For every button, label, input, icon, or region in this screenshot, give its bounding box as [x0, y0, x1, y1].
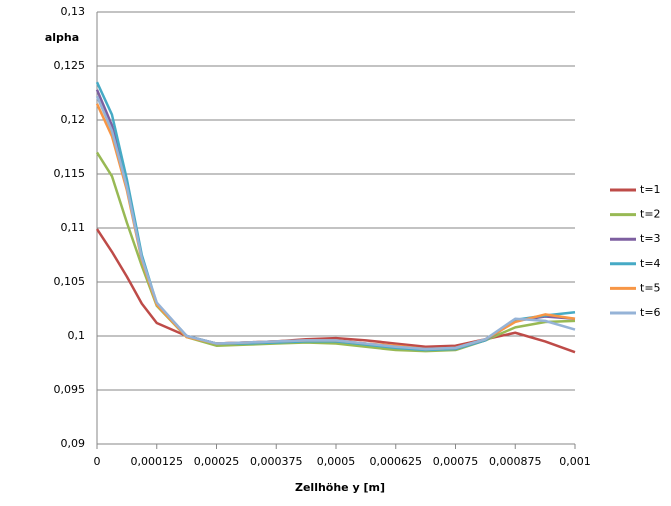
legend-label: t=6 [640, 306, 661, 319]
y-tick-label: 0,115 [54, 167, 86, 180]
legend-label: t=1 [640, 183, 661, 196]
x-tick-label: 0,000375 [250, 455, 303, 468]
y-tick-label: 0,1 [68, 329, 86, 342]
x-tick-label: 0 [94, 455, 101, 468]
x-tick-label: 0,0005 [317, 455, 356, 468]
x-tick-label: 0,000625 [370, 455, 423, 468]
y-tick-label: 0,095 [54, 383, 86, 396]
x-axis-title: Zellhöhe y [m] [295, 481, 385, 494]
y-tick-label: 0,09 [61, 437, 86, 450]
data-line [95, 103, 576, 351]
legend-label: t=2 [640, 208, 661, 221]
y-tick-label: 0,11 [61, 221, 86, 234]
data-line [95, 89, 576, 351]
x-tick-label: 0,00025 [194, 455, 240, 468]
legend-label: t=4 [640, 257, 661, 270]
legend-label: t=3 [640, 232, 661, 245]
y-tick-label: 0,125 [54, 59, 86, 72]
y-tick-label: 0,105 [54, 275, 86, 288]
x-tick-label: 0,000125 [131, 455, 184, 468]
x-tick-label: 0,000875 [489, 455, 542, 468]
y-axis-title: alpha [45, 31, 79, 44]
x-tick-label: 0,00075 [433, 455, 479, 468]
data-line [95, 95, 576, 351]
data-line [95, 151, 576, 353]
x-tick-label: 0,001 [559, 455, 591, 468]
y-tick-label: 0,13 [61, 5, 86, 18]
y-tick-label: 0,12 [61, 113, 86, 126]
data-line [95, 81, 576, 352]
legend-label: t=5 [640, 281, 661, 294]
